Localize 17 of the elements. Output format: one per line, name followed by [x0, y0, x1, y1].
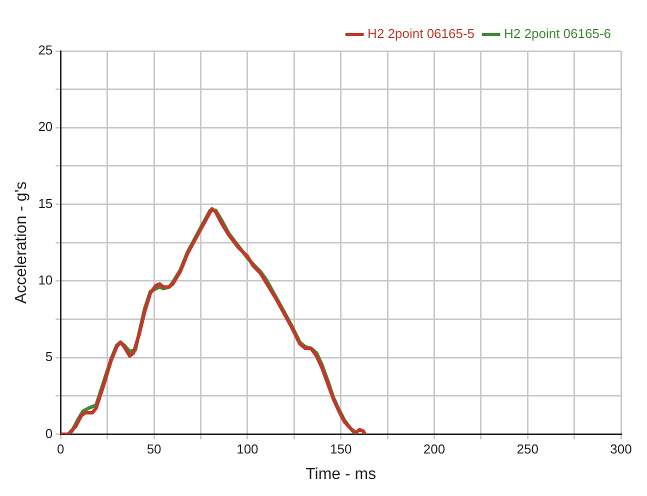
x-tick-label: 0: [57, 442, 64, 457]
y-tick-label: 15: [38, 196, 53, 211]
x-tick-label: 300: [610, 442, 632, 457]
x-axis-title: Time - ms: [306, 466, 376, 483]
x-tick-label: 200: [423, 442, 446, 457]
y-tick-label: 20: [38, 119, 53, 134]
y-axis-title: Acceleration - g's: [13, 181, 30, 304]
x-tick-label: 250: [516, 442, 538, 457]
x-tick-label: 100: [236, 442, 258, 457]
x-tick-label: 50: [146, 442, 162, 457]
y-tick-label: 0: [45, 426, 53, 441]
legend-label: H2 2point 06165-6: [504, 26, 612, 42]
y-tick-label: 25: [38, 42, 53, 58]
x-tick-label: 150: [330, 442, 352, 457]
legend-label: H2 2point 06165-5: [368, 26, 475, 42]
y-tick-label: 5: [45, 349, 53, 364]
y-tick-label: 10: [38, 272, 53, 288]
